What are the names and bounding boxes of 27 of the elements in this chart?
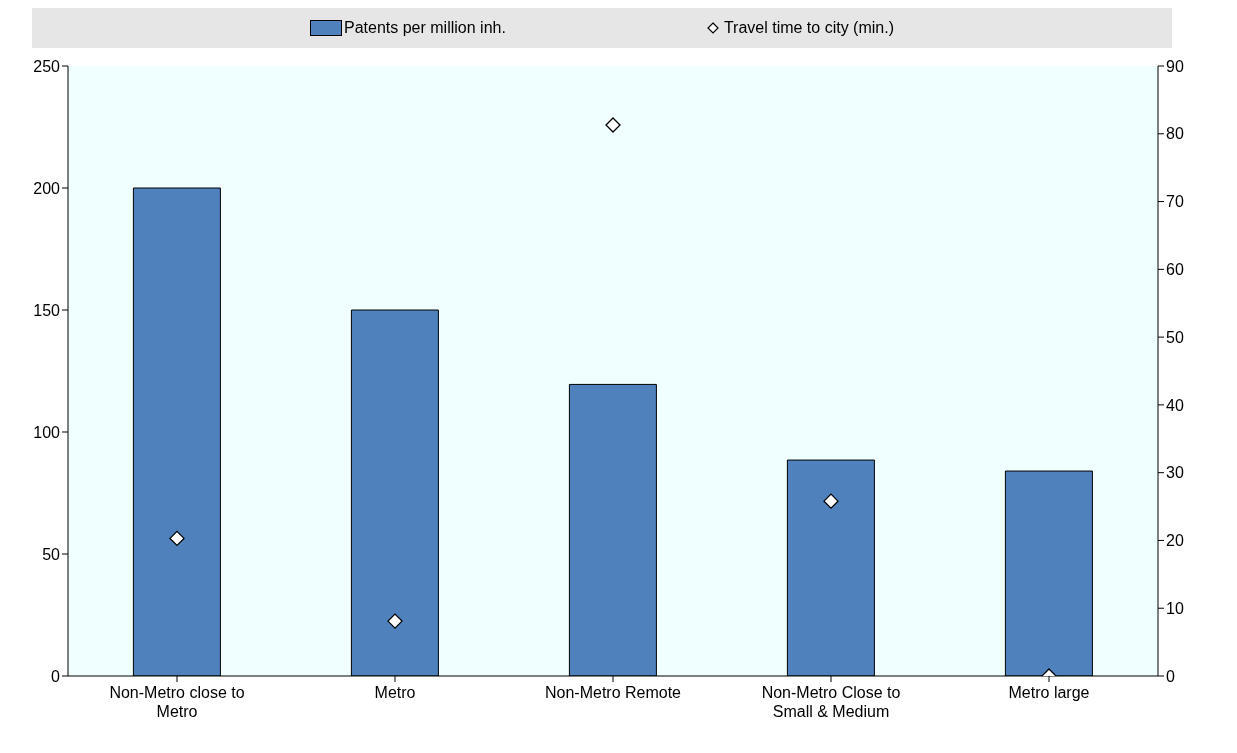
x-tick-label: Metro (374, 684, 416, 701)
legend-label: Patents per million inh. (343, 19, 506, 37)
y2-tick-label: 10 (1166, 599, 1184, 617)
y2-tick-label: 90 (1166, 57, 1184, 75)
y-tick-label: 200 (33, 179, 61, 197)
x-tick-label: Non-Metro Close to Small & Medium (761, 684, 901, 720)
x-tick-label: Non-Metro Remote (544, 684, 682, 701)
point (823, 493, 839, 509)
y2-tick-label: 40 (1166, 396, 1184, 414)
y-tick-label: 150 (33, 301, 61, 319)
y2-tick-label: 80 (1166, 125, 1184, 143)
y-tick-label: 50 (42, 545, 61, 563)
y2-tick-label: 70 (1166, 193, 1184, 211)
point (387, 613, 403, 629)
x-tick-label: Metro large (1008, 684, 1090, 701)
y2-tick-label: 60 (1166, 261, 1184, 279)
y2-tick-label: 30 (1166, 464, 1184, 482)
y-tick-label: 100 (33, 423, 61, 441)
y-tick-label: 0 (51, 667, 61, 685)
x-tick-label: Non-Metro close to Metro (109, 684, 245, 720)
legend-label: Travel time to city (min.) (722, 19, 894, 37)
y-tick-label: 250 (33, 57, 61, 75)
point (605, 117, 621, 133)
y2-tick-label: 50 (1166, 328, 1184, 346)
point (169, 530, 185, 547)
y2-tick-label: 20 (1166, 532, 1184, 550)
y2-tick-label: 0 (1166, 667, 1175, 685)
